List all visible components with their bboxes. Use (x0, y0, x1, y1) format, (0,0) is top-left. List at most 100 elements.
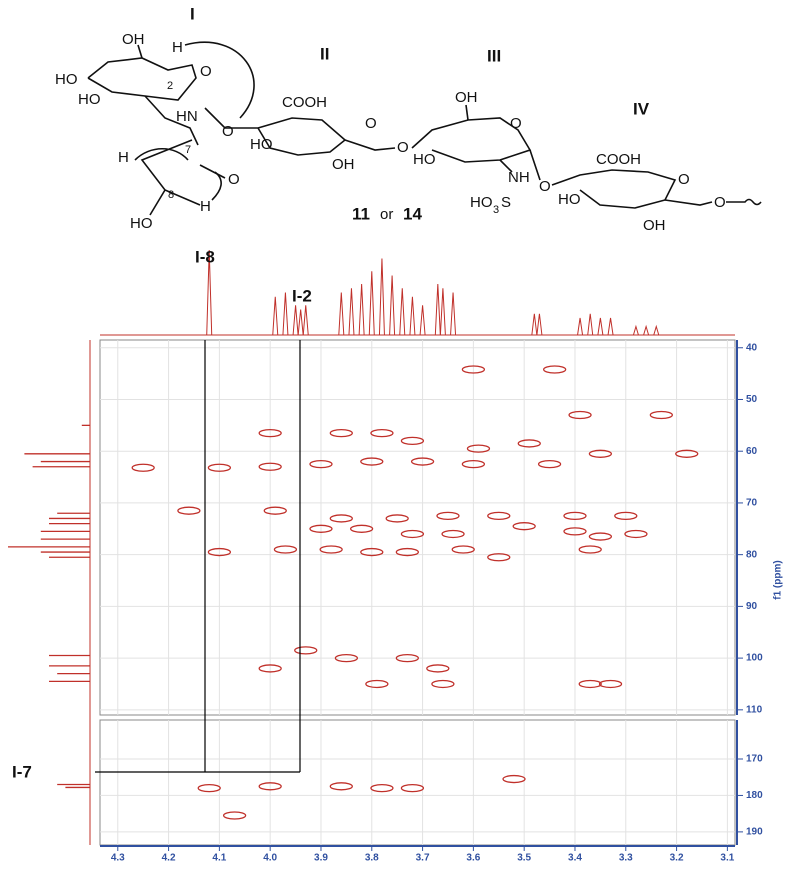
cross-peak (334, 653, 359, 663)
cross-peak (400, 783, 425, 793)
atom: 7 (185, 144, 191, 156)
atom: O (222, 123, 234, 140)
cross-peak (370, 428, 394, 438)
cross-peak (349, 524, 374, 533)
proton-peak (531, 313, 538, 336)
proton-peak (643, 324, 650, 336)
cross-peak (649, 410, 673, 420)
bond (726, 198, 762, 206)
cross-peak (329, 428, 353, 438)
atom: COOH (596, 151, 641, 168)
cross-peak (614, 511, 638, 521)
proton-peak (297, 309, 304, 336)
compound-label: 11 (352, 204, 370, 223)
atom: O (714, 194, 726, 211)
atom: O (200, 63, 212, 80)
annotation: I-8 (195, 247, 215, 266)
atom: 8 (168, 189, 174, 201)
cross-peak (207, 547, 232, 557)
atom: OH (643, 217, 666, 234)
residue-label: IV (633, 99, 650, 118)
structure: I II III IV 11 or 14 OH HO HO H O 2 HN O… (55, 4, 762, 234)
panel-frame (99, 339, 736, 716)
cross-peak (222, 811, 247, 820)
cross-peak (360, 547, 384, 557)
cross-peak (273, 545, 298, 554)
bond (551, 169, 677, 209)
atom: 3 (493, 204, 499, 216)
bond (140, 139, 201, 206)
y-tick-label: 190 (746, 827, 763, 838)
bond (137, 44, 143, 59)
x-tick-label: 3.7 (416, 853, 430, 864)
y-tick-label: 170 (746, 754, 763, 765)
cross-peak (578, 545, 602, 554)
proton-peak (632, 324, 639, 336)
atom: COOH (282, 94, 327, 111)
cross-peak (365, 679, 389, 689)
proton-peak (597, 317, 604, 336)
cross-peak (436, 511, 460, 521)
proton-peak (536, 313, 543, 336)
bond (87, 57, 197, 101)
x-tick-label: 4.2 (162, 853, 176, 864)
proton-peak (439, 288, 446, 336)
bond (149, 189, 166, 216)
proton-peak (272, 296, 279, 336)
x-tick-label: 4.3 (111, 853, 125, 864)
cross-peak (543, 365, 567, 374)
atom: HO (250, 136, 273, 153)
cross-peak (461, 459, 486, 469)
cross-peak (487, 553, 511, 562)
cross-peak (517, 439, 541, 448)
bond (411, 117, 532, 163)
x-tick-label: 4.1 (212, 853, 226, 864)
atom: HN (176, 108, 198, 125)
atom: H (200, 198, 211, 215)
atom: S (501, 194, 511, 211)
cross-peak (309, 459, 333, 469)
bond (344, 139, 396, 151)
cross-peak (207, 463, 232, 472)
x-tick-label: 3.5 (517, 853, 531, 864)
y-axis-label: f1 (ppm) (773, 560, 784, 599)
proton-peak (419, 305, 426, 336)
atom: OH (122, 31, 145, 48)
proton-peak (368, 271, 375, 336)
atom: O (365, 115, 377, 132)
proton-peak (450, 292, 457, 336)
cross-peak (588, 532, 613, 541)
proton-peak (338, 292, 345, 336)
cross-peak (385, 514, 409, 523)
bond (499, 159, 513, 173)
cross-peak (395, 653, 419, 663)
bond (465, 104, 469, 121)
cross-peak (598, 679, 623, 689)
proton-peak (206, 249, 213, 336)
cross-peak (461, 365, 486, 374)
atom: H (172, 39, 183, 56)
y-tick-label: 80 (746, 549, 758, 560)
proton-peak (434, 283, 441, 336)
bond (529, 149, 541, 181)
residue-label: II (320, 44, 329, 63)
cross-peak (624, 529, 648, 539)
cross-peak (258, 462, 282, 471)
cross-peak (400, 436, 425, 446)
cross-peak (502, 774, 526, 784)
cross-peak (309, 524, 333, 533)
arrow (211, 171, 222, 201)
proton-peak (302, 305, 309, 336)
cross-peak (177, 506, 201, 515)
proton-peak (282, 292, 289, 336)
proton-peak (607, 317, 614, 336)
proton-peak (577, 317, 584, 336)
atom: OH (332, 156, 355, 173)
cross-peak (578, 679, 602, 689)
residue-label: I (190, 4, 195, 23)
cross-peak (563, 511, 587, 521)
panel-frame (99, 719, 736, 846)
y-tick-label: 50 (746, 394, 758, 405)
y-tick-label: 70 (746, 498, 758, 509)
cross-peak (487, 511, 511, 521)
